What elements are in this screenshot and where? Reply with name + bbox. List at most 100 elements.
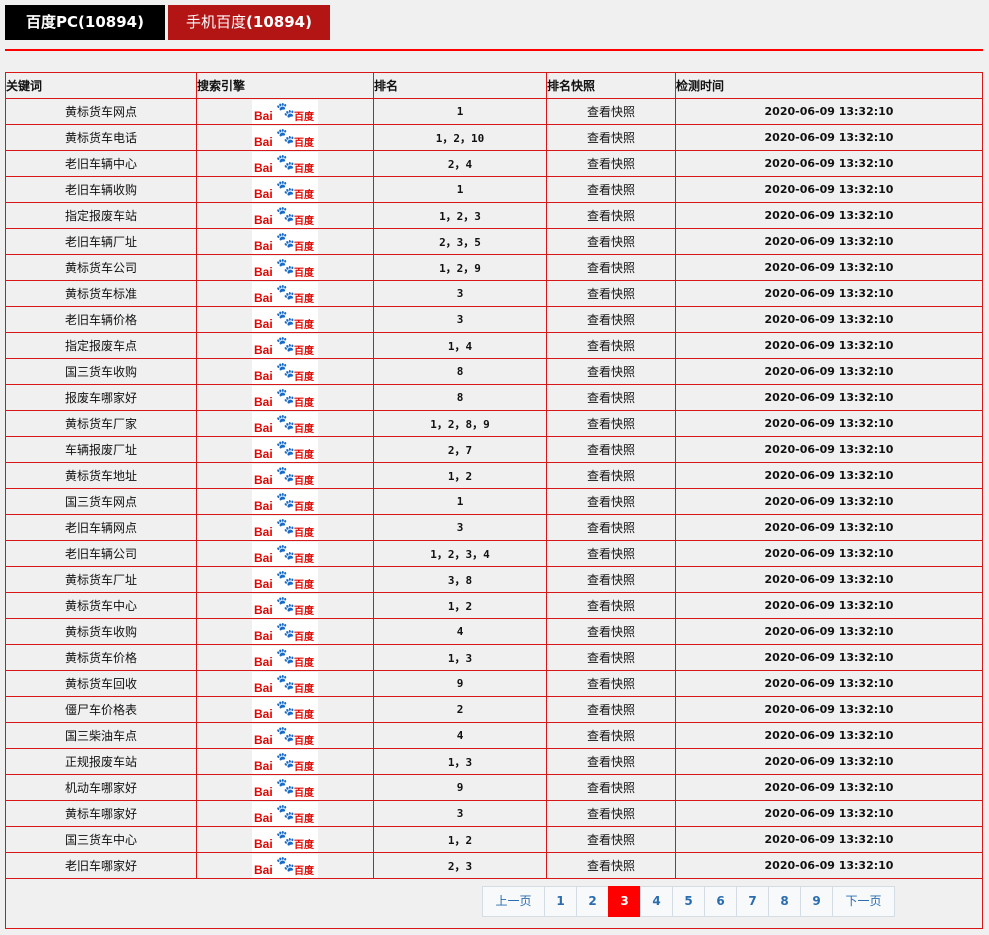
page-button-3[interactable]: 3: [608, 886, 641, 917]
rank: 1，2，8，9: [373, 410, 547, 437]
snapshot-link[interactable]: 查看快照: [546, 98, 676, 125]
keyword: 黄标货车公司: [5, 254, 197, 281]
check-time: 2020-06-09 13:32:10: [675, 280, 983, 307]
snapshot-link[interactable]: 查看快照: [546, 306, 676, 333]
snapshot-link[interactable]: 查看快照: [546, 384, 676, 411]
paw-icon: 🐾: [276, 178, 295, 197]
snapshot-link[interactable]: 查看快照: [546, 696, 676, 723]
next-page-button[interactable]: 下一页: [832, 886, 895, 917]
snapshot-link[interactable]: 查看快照: [546, 488, 676, 515]
snapshot-link[interactable]: 查看快照: [546, 358, 676, 385]
snapshot-link[interactable]: 查看快照: [546, 618, 676, 645]
paw-icon: 🐾: [276, 828, 295, 847]
snapshot-link[interactable]: 查看快照: [546, 124, 676, 151]
page-button-2[interactable]: 2: [576, 886, 609, 917]
table-row: 黄标货车价格 Bai 🐾 百度 1，3 查看快照 2020-06-09 13:32:…: [5, 644, 983, 671]
snapshot-link[interactable]: 查看快照: [546, 566, 676, 593]
prev-page-button[interactable]: 上一页: [482, 886, 545, 917]
snapshot-link[interactable]: 查看快照: [546, 748, 676, 775]
engine-cell: Bai 🐾 百度: [196, 696, 374, 723]
paw-icon: 🐾: [276, 724, 295, 743]
check-time: 2020-06-09 13:32:10: [675, 514, 983, 541]
snapshot-link[interactable]: 查看快照: [546, 644, 676, 671]
snapshot-link[interactable]: 查看快照: [546, 592, 676, 619]
check-time: 2020-06-09 13:32:10: [675, 332, 983, 359]
check-time: 2020-06-09 13:32:10: [675, 722, 983, 749]
snapshot-link[interactable]: 查看快照: [546, 722, 676, 749]
snapshot-link[interactable]: 查看快照: [546, 774, 676, 801]
table-row: 黄标货车电话 Bai 🐾 百度 1，2，10 查看快照 2020-06-09 13:…: [5, 124, 983, 151]
baidu-logo: Bai 🐾 百度: [252, 177, 318, 202]
keyword: 老旧车辆网点: [5, 514, 197, 541]
rank: 2，3: [373, 852, 547, 879]
rank: 9: [373, 670, 547, 697]
tab-mobile-baidu[interactable]: 手机百度(10894): [168, 5, 330, 40]
check-time: 2020-06-09 13:32:10: [675, 254, 983, 281]
engine-cell: Bai 🐾 百度: [196, 722, 374, 749]
table-row: 黄标货车厂址 Bai 🐾 百度 3，8 查看快照 2020-06-09 13:32:…: [5, 566, 983, 593]
tab-baidu-pc[interactable]: 百度PC(10894): [5, 5, 165, 40]
rank: 1，2，10: [373, 124, 547, 151]
check-time: 2020-06-09 13:32:10: [675, 592, 983, 619]
page-button-8[interactable]: 8: [768, 886, 801, 917]
paw-icon: 🐾: [276, 568, 295, 587]
baidu-logo: Bai 🐾 百度: [252, 281, 318, 306]
table-header: 关键词 搜索引擎 排名 排名快照 检测时间: [5, 72, 983, 99]
table-row: 老旧车辆公司 Bai 🐾 百度 1，2，3，4 查看快照 2020-06-09 13…: [5, 540, 983, 567]
keyword: 黄标货车厂家: [5, 410, 197, 437]
snapshot-link[interactable]: 查看快照: [546, 514, 676, 541]
rank: 2，7: [373, 436, 547, 463]
snapshot-link[interactable]: 查看快照: [546, 462, 676, 489]
snapshot-link[interactable]: 查看快照: [546, 202, 676, 229]
paw-icon: 🐾: [276, 386, 295, 405]
rank: 1，2: [373, 826, 547, 853]
page-button-9[interactable]: 9: [800, 886, 833, 917]
check-time: 2020-06-09 13:32:10: [675, 150, 983, 177]
keyword: 老旧车哪家好: [5, 852, 197, 879]
baidu-logo: Bai 🐾 百度: [252, 775, 318, 800]
check-time: 2020-06-09 13:32:10: [675, 618, 983, 645]
page-button-7[interactable]: 7: [736, 886, 769, 917]
check-time: 2020-06-09 13:32:10: [675, 202, 983, 229]
col-snapshot: 排名快照: [546, 72, 676, 99]
snapshot-link[interactable]: 查看快照: [546, 436, 676, 463]
snapshot-link[interactable]: 查看快照: [546, 254, 676, 281]
snapshot-link[interactable]: 查看快照: [546, 150, 676, 177]
check-time: 2020-06-09 13:32:10: [675, 384, 983, 411]
table-row: 黄标货车回收 Bai 🐾 百度 9 查看快照 2020-06-09 13:32:10: [5, 670, 983, 697]
keyword: 黄标货车回收: [5, 670, 197, 697]
snapshot-link[interactable]: 查看快照: [546, 852, 676, 879]
keyword: 黄标货车网点: [5, 98, 197, 125]
snapshot-link[interactable]: 查看快照: [546, 540, 676, 567]
snapshot-link[interactable]: 查看快照: [546, 410, 676, 437]
page-button-5[interactable]: 5: [672, 886, 705, 917]
keyword: 黄标货车收购: [5, 618, 197, 645]
table-row: 指定报废车站 Bai 🐾 百度 1，2，3 查看快照 2020-06-09 13:3…: [5, 202, 983, 229]
rank: 8: [373, 358, 547, 385]
engine-cell: Bai 🐾 百度: [196, 384, 374, 411]
paw-icon: 🐾: [276, 776, 295, 795]
keyword: 正规报废车站: [5, 748, 197, 775]
snapshot-link[interactable]: 查看快照: [546, 228, 676, 255]
baidu-logo: Bai 🐾 百度: [252, 541, 318, 566]
paw-icon: 🐾: [276, 464, 295, 483]
divider: [5, 49, 983, 51]
snapshot-link[interactable]: 查看快照: [546, 670, 676, 697]
pagination: 上一页 1 2 3 4 5 6 7 8 9 下一页: [482, 886, 895, 917]
snapshot-link[interactable]: 查看快照: [546, 332, 676, 359]
snapshot-link[interactable]: 查看快照: [546, 826, 676, 853]
keyword: 黄标货车中心: [5, 592, 197, 619]
engine-cell: Bai 🐾 百度: [196, 618, 374, 645]
paw-icon: 🐾: [276, 750, 295, 769]
snapshot-link[interactable]: 查看快照: [546, 280, 676, 307]
check-time: 2020-06-09 13:32:10: [675, 800, 983, 827]
page-button-4[interactable]: 4: [640, 886, 673, 917]
table-row: 国三货车中心 Bai 🐾 百度 1，2 查看快照 2020-06-09 13:32:…: [5, 826, 983, 853]
engine-cell: Bai 🐾 百度: [196, 852, 374, 879]
snapshot-link[interactable]: 查看快照: [546, 800, 676, 827]
page-button-6[interactable]: 6: [704, 886, 737, 917]
snapshot-link[interactable]: 查看快照: [546, 176, 676, 203]
page-button-1[interactable]: 1: [544, 886, 577, 917]
rank: 3: [373, 800, 547, 827]
paw-icon: 🐾: [276, 672, 295, 691]
